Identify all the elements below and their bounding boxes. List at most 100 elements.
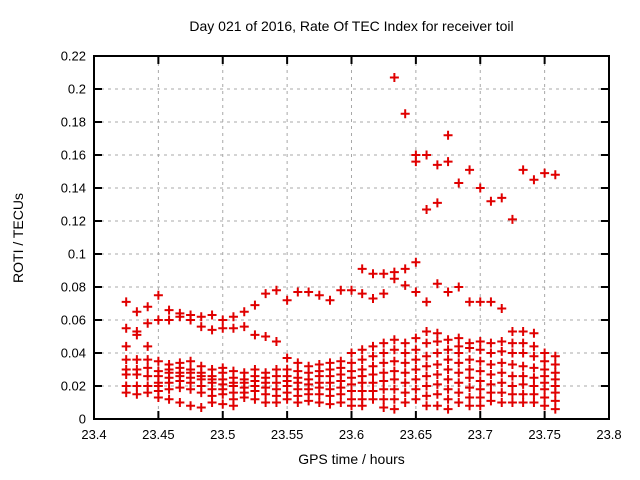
data-point-marker bbox=[143, 355, 153, 365]
data-point-marker bbox=[507, 371, 517, 381]
data-point-marker bbox=[411, 384, 421, 394]
data-point-marker bbox=[497, 378, 507, 388]
data-point-marker bbox=[389, 384, 399, 394]
data-point-marker bbox=[422, 297, 432, 307]
data-point-marker bbox=[271, 285, 281, 295]
data-point-marker bbox=[454, 348, 464, 358]
data-point-marker bbox=[540, 356, 550, 366]
data-point-marker bbox=[379, 289, 389, 299]
data-point-marker bbox=[271, 398, 281, 407]
data-point-marker bbox=[379, 338, 389, 348]
data-point-marker bbox=[507, 398, 517, 407]
data-point-marker bbox=[379, 394, 389, 404]
data-point-marker bbox=[400, 398, 410, 407]
data-point-marker bbox=[132, 307, 142, 317]
data-point-marker bbox=[529, 175, 539, 185]
data-point-marker bbox=[529, 398, 539, 407]
data-point-marker bbox=[443, 365, 453, 374]
data-point-marker bbox=[507, 360, 517, 370]
data-point-marker bbox=[121, 323, 131, 333]
data-point-marker bbox=[164, 305, 174, 315]
data-point-marker bbox=[389, 274, 399, 284]
data-point-marker bbox=[465, 401, 475, 411]
data-points-layer bbox=[121, 72, 560, 414]
data-point-marker bbox=[507, 389, 517, 399]
data-point-marker bbox=[261, 289, 271, 299]
data-point-marker bbox=[121, 297, 131, 307]
data-point-marker bbox=[411, 157, 421, 167]
data-point-marker bbox=[432, 328, 442, 338]
data-point-marker bbox=[143, 371, 153, 381]
y-tick-label: 0.14 bbox=[61, 181, 86, 196]
data-point-marker bbox=[143, 341, 153, 351]
data-point-marker bbox=[518, 327, 528, 337]
data-point-marker bbox=[400, 348, 410, 358]
data-point-marker bbox=[314, 398, 324, 407]
data-point-marker bbox=[507, 348, 517, 358]
data-point-marker bbox=[550, 388, 560, 398]
data-point-marker bbox=[379, 348, 389, 358]
data-point-marker bbox=[432, 336, 442, 346]
data-point-marker bbox=[550, 404, 560, 414]
data-point-marker bbox=[389, 404, 399, 414]
data-point-marker bbox=[422, 381, 432, 391]
data-point-marker bbox=[443, 384, 453, 394]
data-point-marker bbox=[454, 178, 464, 188]
data-point-marker bbox=[357, 345, 367, 355]
data-point-marker bbox=[497, 346, 507, 356]
data-point-marker bbox=[336, 398, 346, 407]
data-point-marker bbox=[518, 379, 528, 389]
data-point-marker bbox=[218, 323, 228, 333]
data-point-marker bbox=[400, 358, 410, 368]
data-point-marker bbox=[475, 376, 485, 386]
data-point-marker bbox=[207, 325, 217, 335]
data-point-marker bbox=[389, 356, 399, 366]
x-tick-label: 23.75 bbox=[528, 427, 561, 442]
data-point-marker bbox=[475, 356, 485, 366]
data-point-marker bbox=[422, 371, 432, 381]
data-point-marker bbox=[486, 348, 496, 358]
data-point-marker bbox=[293, 287, 303, 297]
data-point-marker bbox=[347, 358, 356, 368]
data-point-marker bbox=[550, 360, 560, 370]
data-point-marker bbox=[357, 355, 367, 365]
data-point-marker bbox=[228, 312, 238, 322]
data-point-marker bbox=[411, 333, 421, 343]
data-point-marker bbox=[507, 327, 517, 337]
data-point-marker bbox=[196, 388, 206, 398]
data-point-marker bbox=[422, 204, 432, 214]
data-point-marker bbox=[475, 183, 485, 193]
data-point-marker bbox=[282, 295, 292, 305]
data-point-marker bbox=[293, 358, 303, 368]
data-point-marker bbox=[486, 338, 496, 348]
data-point-marker bbox=[400, 280, 410, 290]
data-point-marker bbox=[153, 290, 163, 300]
y-tick-label: 0.06 bbox=[61, 313, 86, 328]
data-point-marker bbox=[379, 269, 389, 279]
x-tick-label: 23.55 bbox=[271, 427, 304, 442]
tick-labels: 23.4 23.45 23.5 23.55 23.6 23.65 23.7 23.75 23.8… bbox=[61, 49, 622, 443]
data-point-marker bbox=[239, 322, 249, 332]
data-point-marker bbox=[507, 214, 517, 224]
data-point-marker bbox=[368, 351, 378, 361]
data-point-marker bbox=[454, 398, 464, 407]
data-point-marker bbox=[411, 394, 421, 404]
data-point-marker bbox=[475, 366, 485, 376]
data-point-marker bbox=[465, 365, 475, 374]
data-point-marker bbox=[250, 394, 260, 404]
data-point-marker bbox=[432, 198, 442, 208]
data-point-marker bbox=[518, 165, 528, 175]
data-point-marker bbox=[207, 398, 217, 407]
data-point-marker bbox=[540, 401, 550, 411]
data-point-marker bbox=[443, 157, 453, 167]
data-point-marker bbox=[121, 355, 131, 365]
data-point-marker bbox=[261, 332, 271, 341]
data-point-marker bbox=[400, 368, 410, 378]
data-point-marker bbox=[507, 338, 517, 348]
data-point-marker bbox=[357, 264, 367, 274]
data-point-marker bbox=[518, 371, 528, 381]
data-point-marker bbox=[186, 315, 196, 325]
y-tick-label: 0.1 bbox=[68, 247, 86, 262]
data-point-marker bbox=[228, 401, 238, 411]
